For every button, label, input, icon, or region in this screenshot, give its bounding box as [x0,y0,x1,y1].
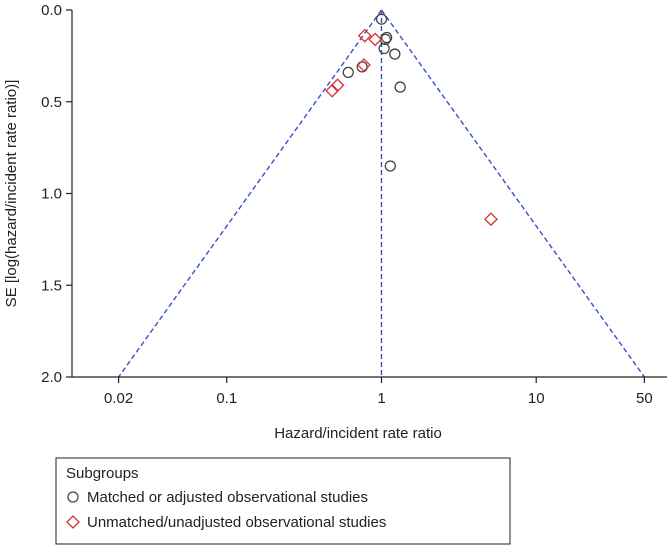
legend-circle-icon [67,491,79,503]
data-point-unmatched [357,28,372,43]
data-point-matched [356,61,368,73]
funnel-left-limit [118,9,383,378]
funnel-layer [118,9,645,378]
legend-entry-label: Matched or adjusted observational studie… [87,489,368,506]
data-point-unmatched [484,212,498,227]
points-layer [325,13,498,227]
data-point-matched [378,42,390,55]
y-tick-label: 1.5 [41,277,62,294]
y-tick-label: 0.0 [41,2,62,19]
legend-diamond-icon [66,515,80,529]
data-point-matched [394,81,406,93]
data-point-unmatched [357,58,371,72]
x-tick-label: 1 [377,390,385,407]
data-point-matched [384,160,396,172]
legend-title: Subgroups [66,465,139,482]
data-point-unmatched [368,32,383,47]
axes-layer: 0.0 0.5 1.0 1.5 2.0 0.02 0.1 1 10 50 Hazard/incide… [3,2,667,442]
legend: Subgroups Matched or adjusted observation… [55,457,511,545]
y-axis-title: SE [log(hazard/incident rate ratio)] [3,80,20,308]
legend-box [55,457,511,545]
x-tick-label: 0.1 [216,390,237,407]
legend-entry-label: Unmatched/unadjusted observational studi… [87,514,386,531]
x-tick-label: 0.02 [104,390,133,407]
y-tick-label: 0.5 [41,94,62,111]
data-point-matched [381,31,393,44]
data-point-matched [342,66,354,79]
y-tick-label: 2.0 [41,369,62,386]
y-tick-label: 1.0 [41,186,62,203]
data-point-matched [375,13,388,25]
data-point-unmatched [325,83,340,98]
funnel-right-limit [380,9,645,378]
x-tick-label: 10 [528,390,545,407]
data-point-matched [389,48,401,60]
x-axis-title: Hazard/incident rate ratio [274,425,442,442]
x-tick-label: 50 [636,390,653,407]
